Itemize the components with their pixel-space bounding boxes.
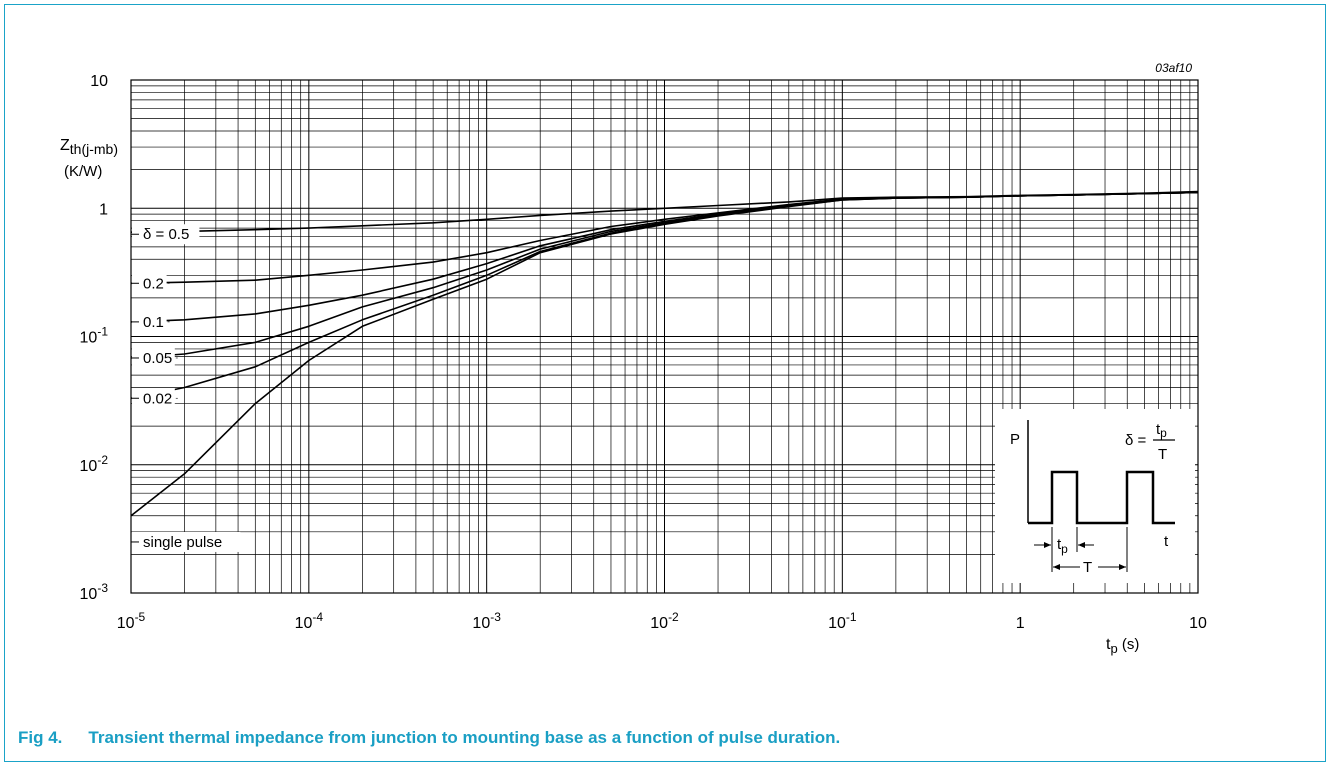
x-tick-label: 10-1 — [828, 610, 857, 632]
svg-text:tp (s): tp (s) — [1106, 636, 1139, 656]
inset-formula-num-main: t — [1156, 421, 1161, 438]
inset-formula-den: T — [1158, 446, 1167, 463]
curve-label: δ = 0.5 — [143, 226, 189, 243]
y-axis-label: Zth(j-mb) (K/W) — [60, 137, 118, 180]
y-tick-label: 10-2 — [80, 453, 109, 475]
curve-label: single pulse — [143, 534, 222, 551]
plot-area-border — [130, 79, 1199, 594]
axis-tick-labels: 10-5 10-4 10-3 10-2 10-1 1 10 10 1 10-1 10-2 10-3 — [80, 73, 1207, 632]
inset-formula-num-sub: p — [1160, 426, 1167, 440]
y-label-unit: (K/W) — [64, 163, 102, 180]
plot-border — [130, 79, 1199, 594]
x-tick-label: 10-2 — [650, 610, 679, 632]
curve-label-bg — [132, 311, 167, 332]
y-label-main: Z — [60, 137, 70, 154]
inset-pulse-train — [1028, 470, 1175, 525]
curve-label: 0.05 — [143, 350, 172, 367]
x-label-unit: (s) — [1118, 636, 1140, 653]
curve-labels: δ = 0.5 0.2 0.1 0.05 0.02 single pulse — [131, 224, 241, 552]
y-tick-label: 10 — [90, 73, 108, 90]
pulse-inset: P t δ = tp T tp T — [995, 409, 1195, 583]
inset-tp-main: t — [1057, 536, 1062, 553]
curve-label-bg — [132, 273, 167, 294]
figure-frame — [4, 4, 1326, 762]
curve-label-bg — [132, 531, 241, 552]
x-axis-label: tp (s) — [1106, 636, 1139, 656]
y-tick-label: 10-3 — [80, 581, 109, 603]
curve-label-bg — [132, 347, 175, 368]
inset-formula-num: tp — [1156, 421, 1167, 440]
figure-caption: Fig 4. Transient thermal impedance from j… — [18, 728, 840, 748]
y-tick-label: 10-1 — [80, 325, 109, 347]
inset-T-label: T — [1083, 559, 1092, 576]
inset-label-p: P — [1010, 431, 1020, 448]
figure-number: Fig 4. — [18, 728, 63, 747]
curve-5 — [130, 191, 1199, 517]
svg-text:Zth(j-mb): Zth(j-mb) — [60, 137, 118, 157]
y-label-sub: th(j-mb) — [70, 141, 118, 157]
x-tick-label: 10 — [1189, 615, 1207, 632]
data-curves — [130, 190, 1199, 517]
curve-label: 0.1 — [143, 314, 164, 331]
x-label-sub: p — [1110, 641, 1117, 656]
curve-label-bg — [132, 224, 200, 245]
inset-formula-lhs: δ = — [1125, 432, 1147, 449]
figure-code: 03af10 — [1155, 61, 1192, 75]
inset-label-t: t — [1164, 533, 1169, 550]
x-tick-label: 10-5 — [117, 610, 146, 632]
curve-label: 0.02 — [143, 390, 172, 407]
curve-label-bg — [132, 388, 175, 409]
x-tick-label: 10-3 — [472, 610, 501, 632]
x-tick-label: 10-4 — [295, 610, 324, 632]
figure-caption-text: Transient thermal impedance from junctio… — [88, 728, 841, 747]
y-tick-label: 1 — [99, 201, 108, 218]
x-tick-label: 1 — [1016, 615, 1025, 632]
inset-tp-label: tp — [1057, 536, 1068, 556]
inset-tp-sub: p — [1061, 542, 1068, 556]
curve-label: 0.2 — [143, 275, 164, 292]
x-label-main: t — [1106, 636, 1111, 653]
